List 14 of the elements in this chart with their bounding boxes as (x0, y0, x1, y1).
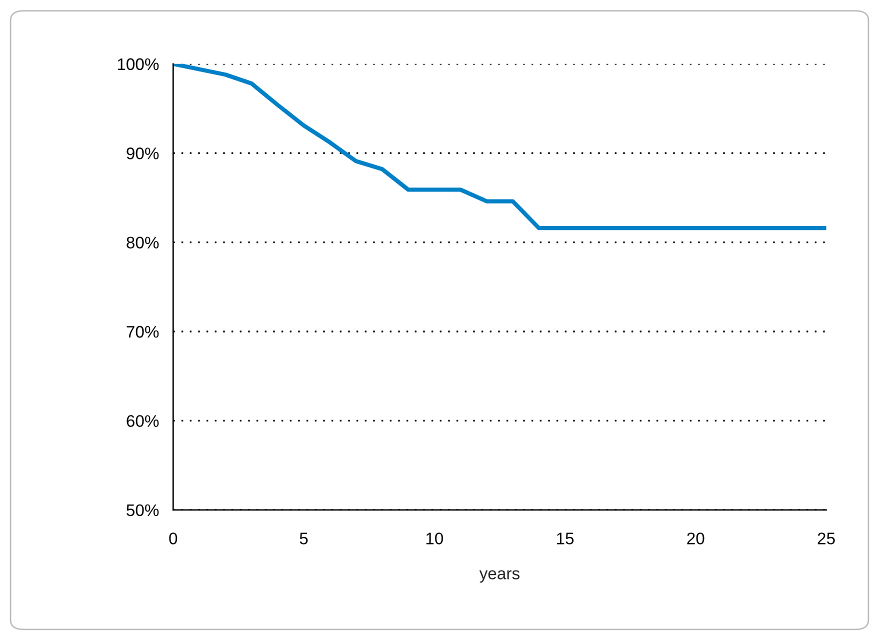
line-series (173, 64, 826, 230)
y-tick-label: 70% (126, 326, 159, 338)
x-tick-label: 0 (169, 532, 178, 544)
y-tick-label: 100% (118, 58, 159, 70)
x-axis-title: years (479, 570, 520, 583)
y-tick-label: 50% (126, 504, 159, 516)
y-tick-label: 80% (126, 236, 159, 249)
x-tick-label: 15 (557, 532, 574, 544)
y-tick-label: 60% (126, 415, 159, 427)
y-tick-label: 90% (126, 148, 159, 160)
x-tick-label: 5 (300, 532, 308, 544)
x-tick-label: 25 (818, 532, 835, 544)
x-tick-label: 20 (687, 532, 704, 544)
x-tick-label: 10 (426, 532, 444, 544)
